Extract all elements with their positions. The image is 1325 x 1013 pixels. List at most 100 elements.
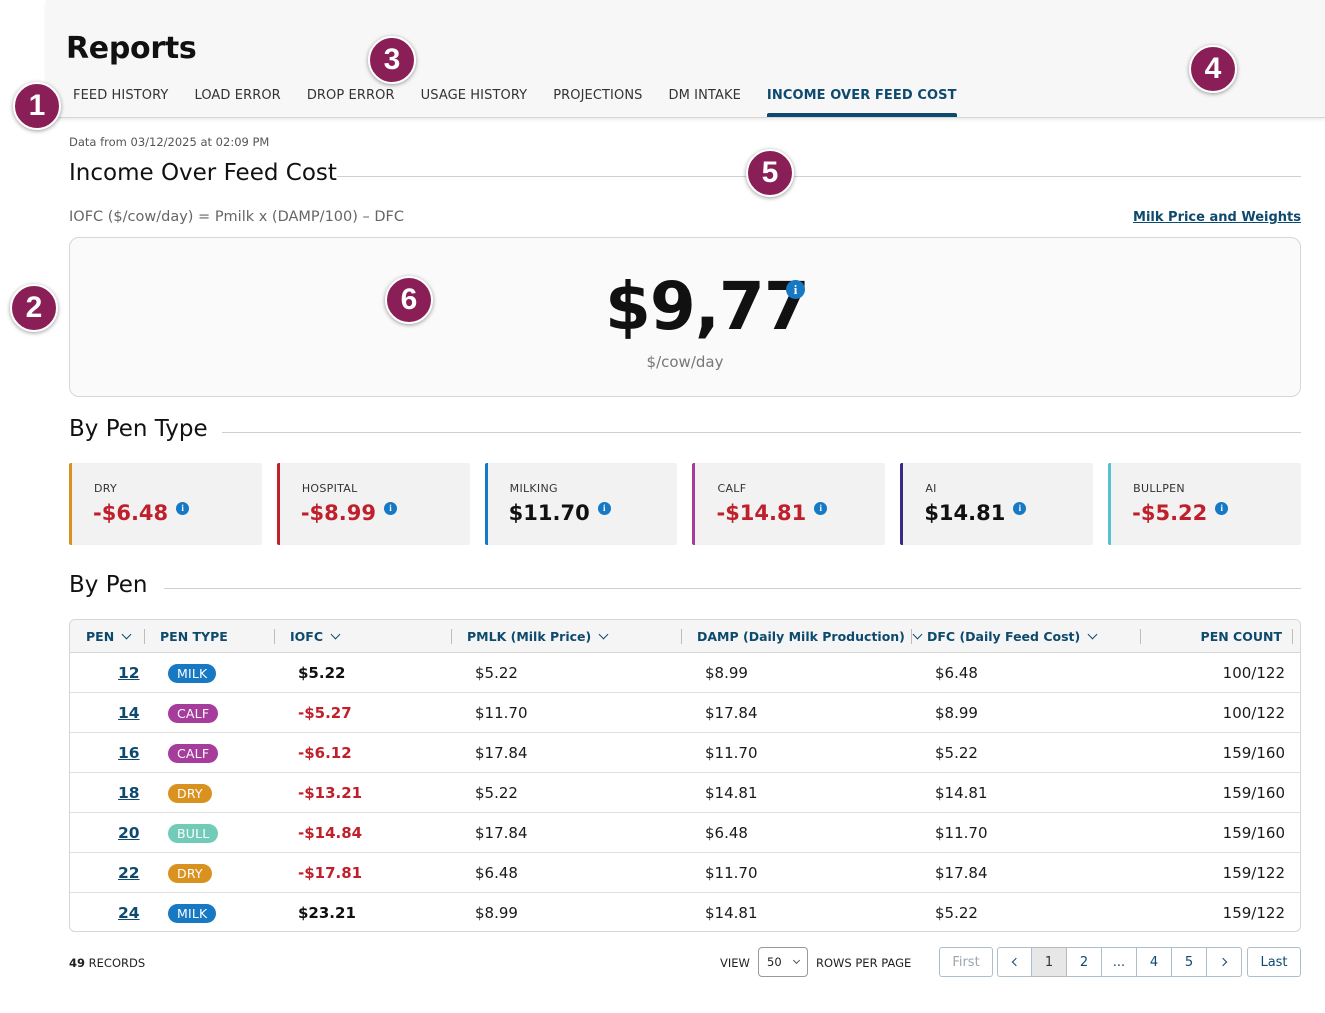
iofc-formula: IOFC ($/cow/day) = Pmilk x (DAMP/100) – … xyxy=(69,209,404,225)
pen-type-cell: CALF xyxy=(168,693,219,733)
pen-count-cell: 159/160 xyxy=(1222,744,1285,762)
tab-feed-history[interactable]: FEED HISTORY xyxy=(73,88,169,103)
pen-type-badge: CALF xyxy=(168,744,219,763)
pen-type-label: BULLPEN xyxy=(1133,482,1185,495)
milk-price-weights-link[interactable]: Milk Price and Weights xyxy=(1133,210,1301,225)
iofc-section-title: Income Over Feed Cost xyxy=(69,160,337,186)
damp-cell: $11.70 xyxy=(705,864,758,882)
info-icon[interactable]: i xyxy=(1215,501,1229,515)
annotation-marker-3: 3 xyxy=(368,36,416,84)
iofc-cell: $23.21 xyxy=(298,904,356,922)
page-button-5[interactable]: 5 xyxy=(1172,947,1207,977)
pen-number-link[interactable]: 14 xyxy=(118,704,140,722)
damp-cell: $8.99 xyxy=(705,664,748,682)
table-row: 24 MILK $23.21 $8.99 $14.81 $5.22 159/122 xyxy=(70,893,1300,931)
pen-type-badge: MILK xyxy=(168,664,217,683)
pen-count-cell: 159/160 xyxy=(1222,824,1285,842)
next-page-button[interactable] xyxy=(1207,947,1242,977)
pen-type-badge: DRY xyxy=(168,864,212,883)
annotation-marker-2: 2 xyxy=(10,284,58,332)
tab-projections[interactable]: PROJECTIONS xyxy=(553,88,643,103)
tab-dm-intake[interactable]: DM INTAKE xyxy=(668,88,741,103)
column-header-iofc[interactable]: IOFC xyxy=(290,620,341,653)
chevron-down-icon xyxy=(121,629,132,640)
report-tabs: FEED HISTORY LOAD ERROR DROP ERROR USAGE… xyxy=(73,86,983,118)
column-header-pen-type: PEN TYPE xyxy=(160,629,228,644)
pagination: 1 2... 4 5 xyxy=(997,947,1242,977)
pen-type-iofc: $14.81 xyxy=(924,501,1006,525)
pen-type-cell: DRY xyxy=(168,773,212,813)
info-icon[interactable]: i xyxy=(814,501,828,515)
table-header: PEN PEN TYPE IOFC PMLK (Milk Price) DAMP… xyxy=(70,620,1300,653)
pen-count-cell: 100/122 xyxy=(1222,664,1285,682)
by-pen-type-title: By Pen Type xyxy=(69,416,208,442)
pen-number-link[interactable]: 18 xyxy=(118,784,140,802)
column-header-damp[interactable]: DAMP (Daily Milk Production) xyxy=(697,620,923,653)
info-icon[interactable]: i xyxy=(1013,501,1027,515)
pen-type-card-bullpen: BULLPEN -$5.22 i xyxy=(1108,463,1301,545)
pmlk-cell: $17.84 xyxy=(475,744,528,762)
pmlk-cell: $6.48 xyxy=(475,864,518,882)
chevron-down-icon xyxy=(792,956,801,965)
pen-type-cell: MILK xyxy=(168,893,217,931)
data-timestamp: Data from 03/12/2025 at 02:09 PM xyxy=(69,135,270,149)
column-separator xyxy=(911,629,912,644)
page-button-4[interactable]: 4 xyxy=(1137,947,1172,977)
tab-income-over-feed-cost[interactable]: INCOME OVER FEED COST xyxy=(766,86,957,118)
column-header-pmlk[interactable]: PMLK (Milk Price) xyxy=(467,620,609,653)
pmlk-cell: $5.22 xyxy=(475,784,518,802)
pen-type-value: -$5.22 i xyxy=(1132,501,1229,525)
dfc-cell: $17.84 xyxy=(935,864,988,882)
table-row: 16 CALF -$6.12 $17.84 $11.70 $5.22 159/160 xyxy=(70,733,1300,773)
page-ellipsis[interactable]: ... xyxy=(1102,947,1137,977)
rows-per-page-select[interactable]: 50 xyxy=(758,947,808,977)
pen-type-cell: CALF xyxy=(168,733,219,773)
pen-type-label: AI xyxy=(925,482,937,495)
page-button-1[interactable]: 1 xyxy=(1032,947,1067,977)
section-divider xyxy=(337,176,1301,177)
info-icon[interactable]: i xyxy=(176,501,190,515)
iofc-cell: -$5.27 xyxy=(298,704,352,722)
column-header-dfc[interactable]: DFC (Daily Feed Cost) xyxy=(927,620,1098,653)
pen-type-badge: BULL xyxy=(168,824,219,843)
pen-type-label: DRY xyxy=(94,482,118,495)
column-separator xyxy=(681,629,682,644)
tab-drop-error[interactable]: DROP ERROR xyxy=(306,88,395,103)
pen-type-cards: DRY -$6.48 i HOSPITAL -$8.99 i MILKING $11.70 i C… xyxy=(69,463,1301,545)
dfc-cell: $5.22 xyxy=(935,904,978,922)
damp-cell: $6.48 xyxy=(705,824,748,842)
pmlk-cell: $8.99 xyxy=(475,904,518,922)
pen-number-link[interactable]: 12 xyxy=(118,664,140,682)
pen-type-label: HOSPITAL xyxy=(301,482,358,495)
pen-count-cell: 159/160 xyxy=(1222,784,1285,802)
info-icon[interactable]: i xyxy=(786,280,805,299)
info-icon[interactable]: i xyxy=(597,501,611,515)
table-row: 18 DRY -$13.21 $5.22 $14.81 $14.81 159/160 xyxy=(70,773,1300,813)
column-header-pen-count: PEN COUNT xyxy=(1200,629,1282,644)
pen-number-link[interactable]: 22 xyxy=(118,864,140,882)
dfc-cell: $8.99 xyxy=(935,704,978,722)
pen-type-value: $14.81 i xyxy=(924,501,1027,525)
section-divider xyxy=(164,588,1301,589)
iofc-cell: -$13.21 xyxy=(298,784,363,802)
info-icon[interactable]: i xyxy=(383,501,397,515)
pen-count-cell: 159/122 xyxy=(1222,904,1285,922)
pen-type-value: -$8.99 i xyxy=(301,501,397,525)
chevron-left-icon xyxy=(1011,957,1021,967)
pen-number-link[interactable]: 24 xyxy=(118,904,140,922)
page-button-2[interactable]: 2 xyxy=(1067,947,1102,977)
tab-load-error[interactable]: LOAD ERROR xyxy=(194,88,281,103)
pen-type-cell: DRY xyxy=(168,853,212,893)
tab-usage-history[interactable]: USAGE HISTORY xyxy=(420,88,528,103)
column-header-pen[interactable]: PEN xyxy=(86,620,132,653)
chevron-right-icon xyxy=(1218,957,1227,967)
last-page-button[interactable]: Last xyxy=(1247,947,1301,977)
pen-number-link[interactable]: 20 xyxy=(118,824,140,842)
prev-page-button[interactable] xyxy=(997,947,1032,977)
pen-number-link[interactable]: 16 xyxy=(118,744,140,762)
first-page-button[interactable]: First xyxy=(939,947,993,977)
pen-type-card-calf: CALF -$14.81 i xyxy=(692,463,886,545)
damp-cell: $14.81 xyxy=(705,904,758,922)
table-row: 14 CALF -$5.27 $11.70 $17.84 $8.99 100/122 xyxy=(70,693,1300,733)
chevron-down-icon xyxy=(330,629,341,640)
